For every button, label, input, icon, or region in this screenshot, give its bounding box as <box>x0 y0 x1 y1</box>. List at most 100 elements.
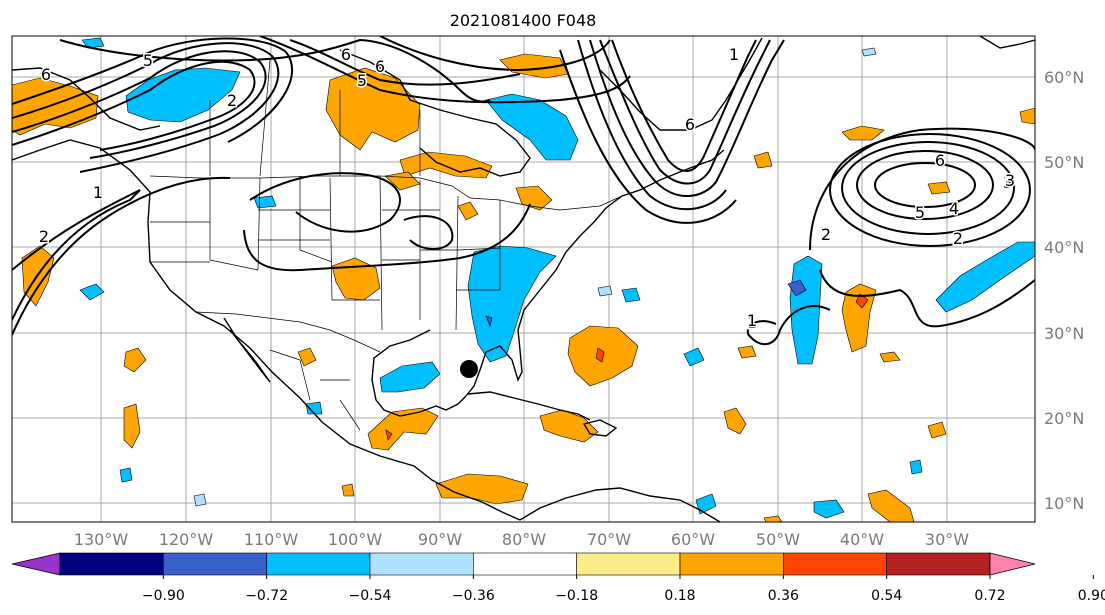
gulf-coast <box>371 329 467 417</box>
latitude-label: 10°N <box>1044 494 1084 513</box>
contour-line <box>856 150 994 220</box>
positive-anomaly-patch <box>457 201 479 221</box>
contour-line <box>12 50 267 159</box>
height-contours <box>12 36 1035 345</box>
hudson-bay-coast <box>339 49 531 177</box>
colorbar-tick-label: 0.72 <box>974 588 1005 604</box>
contour-value-label: 5 <box>143 51 153 70</box>
weak-negative-patch <box>597 285 613 297</box>
contour-line <box>599 39 771 185</box>
latitude-labels: 60°N 50°N 40°N 30°N 20°N 10°N <box>1044 68 1084 513</box>
colorbar-segment <box>783 552 887 576</box>
contour-value-label: 2 <box>821 225 831 244</box>
latitude-label: 50°N <box>1044 153 1084 172</box>
positive-anomaly-patch <box>879 351 901 363</box>
storm-center-dot <box>460 360 478 378</box>
positive-anomaly-patch <box>325 67 421 151</box>
alaska-coast <box>12 67 161 131</box>
negative-anomaly-patch <box>683 347 705 367</box>
contour-line <box>12 176 231 336</box>
south-america-coast <box>519 487 721 522</box>
negative-anomaly-patch <box>467 245 557 363</box>
strong-positive-core <box>595 347 605 363</box>
positive-anomaly-patch <box>123 403 141 449</box>
strong-positive-core <box>385 429 393 441</box>
anomaly-shading <box>12 37 1035 522</box>
positive-anomaly-patch <box>763 515 783 522</box>
strong-positive-core <box>855 293 869 309</box>
contour-value-label: 4 <box>949 199 959 218</box>
contour-line <box>589 39 785 197</box>
contour-value-label: 2 <box>227 91 237 110</box>
contour-line <box>577 39 727 211</box>
contour-line <box>829 133 1031 247</box>
mexico-state-lines <box>269 349 361 431</box>
negative-anomaly-patch <box>909 459 923 475</box>
negative-anomaly-patch <box>935 241 1035 313</box>
positive-anomaly-patch <box>753 151 773 169</box>
positive-anomaly-patch <box>927 181 951 195</box>
us-state-lines <box>150 175 501 331</box>
negative-anomaly-patch <box>253 195 277 209</box>
colorbar-segment <box>163 552 267 576</box>
contour-line <box>809 127 1035 251</box>
colorbar-tick-label: −0.36 <box>452 588 495 604</box>
longitude-label: 40°W <box>840 530 884 549</box>
contour-line <box>874 162 976 208</box>
contour-line <box>559 49 737 224</box>
longitude-label: 110°W <box>244 530 299 549</box>
contour-value-label: 2 <box>953 229 963 248</box>
contour-value-label: 6 <box>341 45 351 64</box>
longitude-label: 60°W <box>671 530 715 549</box>
positive-anomaly-patch <box>367 407 439 451</box>
colorbar-extend-high <box>989 552 1036 576</box>
contour-line <box>819 269 1035 328</box>
longitude-labels: 130°W 120°W 110°W 100°W 90°W 80°W 70°W 60°W 50°W… <box>74 530 969 549</box>
contour-line <box>243 203 531 272</box>
positive-anomaly-patch <box>927 421 947 439</box>
colorbar-tick-label: 0.54 <box>871 588 902 604</box>
colorbar-extend-low <box>11 552 61 576</box>
map-frame <box>11 35 1036 523</box>
colorbar: −0.90 −0.72 −0.54 −0.36 −0.18 0.18 0.36 0.54 0.7… <box>11 552 1105 604</box>
gridlines <box>12 36 1035 522</box>
labrador-coast <box>599 37 763 131</box>
positive-anomaly-patch <box>515 185 553 211</box>
longitude-label: 70°W <box>587 530 631 549</box>
colorbar-segment <box>886 552 991 576</box>
contour-value-label: 5 <box>915 203 925 222</box>
map-title: 2021081400 F048 <box>450 11 597 30</box>
weak-negative-patch <box>861 47 877 57</box>
negative-anomaly-patch <box>119 467 133 483</box>
positive-anomaly-patch <box>867 489 915 522</box>
political-borders <box>149 59 623 431</box>
contour-value-label: 3 <box>1005 171 1015 190</box>
hispaniola <box>582 419 618 437</box>
positive-anomaly-patch <box>1019 107 1035 125</box>
us-mexico-border <box>195 311 381 353</box>
latitude-label: 20°N <box>1044 409 1084 428</box>
colorbar-tick-label: −0.72 <box>245 588 288 604</box>
contour-line <box>746 305 831 345</box>
contour-value-label: 6 <box>935 151 945 170</box>
positive-anomaly-patch <box>399 151 493 179</box>
contour-value-label: 3 <box>1003 173 1013 192</box>
colorbar-segment <box>369 552 474 576</box>
colorbar-segment <box>576 552 681 576</box>
negative-anomaly-patch <box>379 361 441 393</box>
strong-negative-core <box>485 315 493 327</box>
positive-anomaly-patch <box>841 125 885 141</box>
colorbar-segment <box>59 552 164 576</box>
contour-line <box>12 60 256 151</box>
latitude-label: 40°N <box>1044 238 1084 257</box>
contour-value-label: 1 <box>729 45 739 64</box>
colorbar-segment <box>473 552 577 576</box>
positive-anomaly-patch <box>435 473 529 505</box>
positive-anomaly-patch <box>723 407 747 435</box>
colorbar-segment <box>679 552 784 576</box>
contour-line <box>841 141 1015 235</box>
contour-line <box>12 42 280 173</box>
negative-anomaly-patch <box>125 67 241 123</box>
